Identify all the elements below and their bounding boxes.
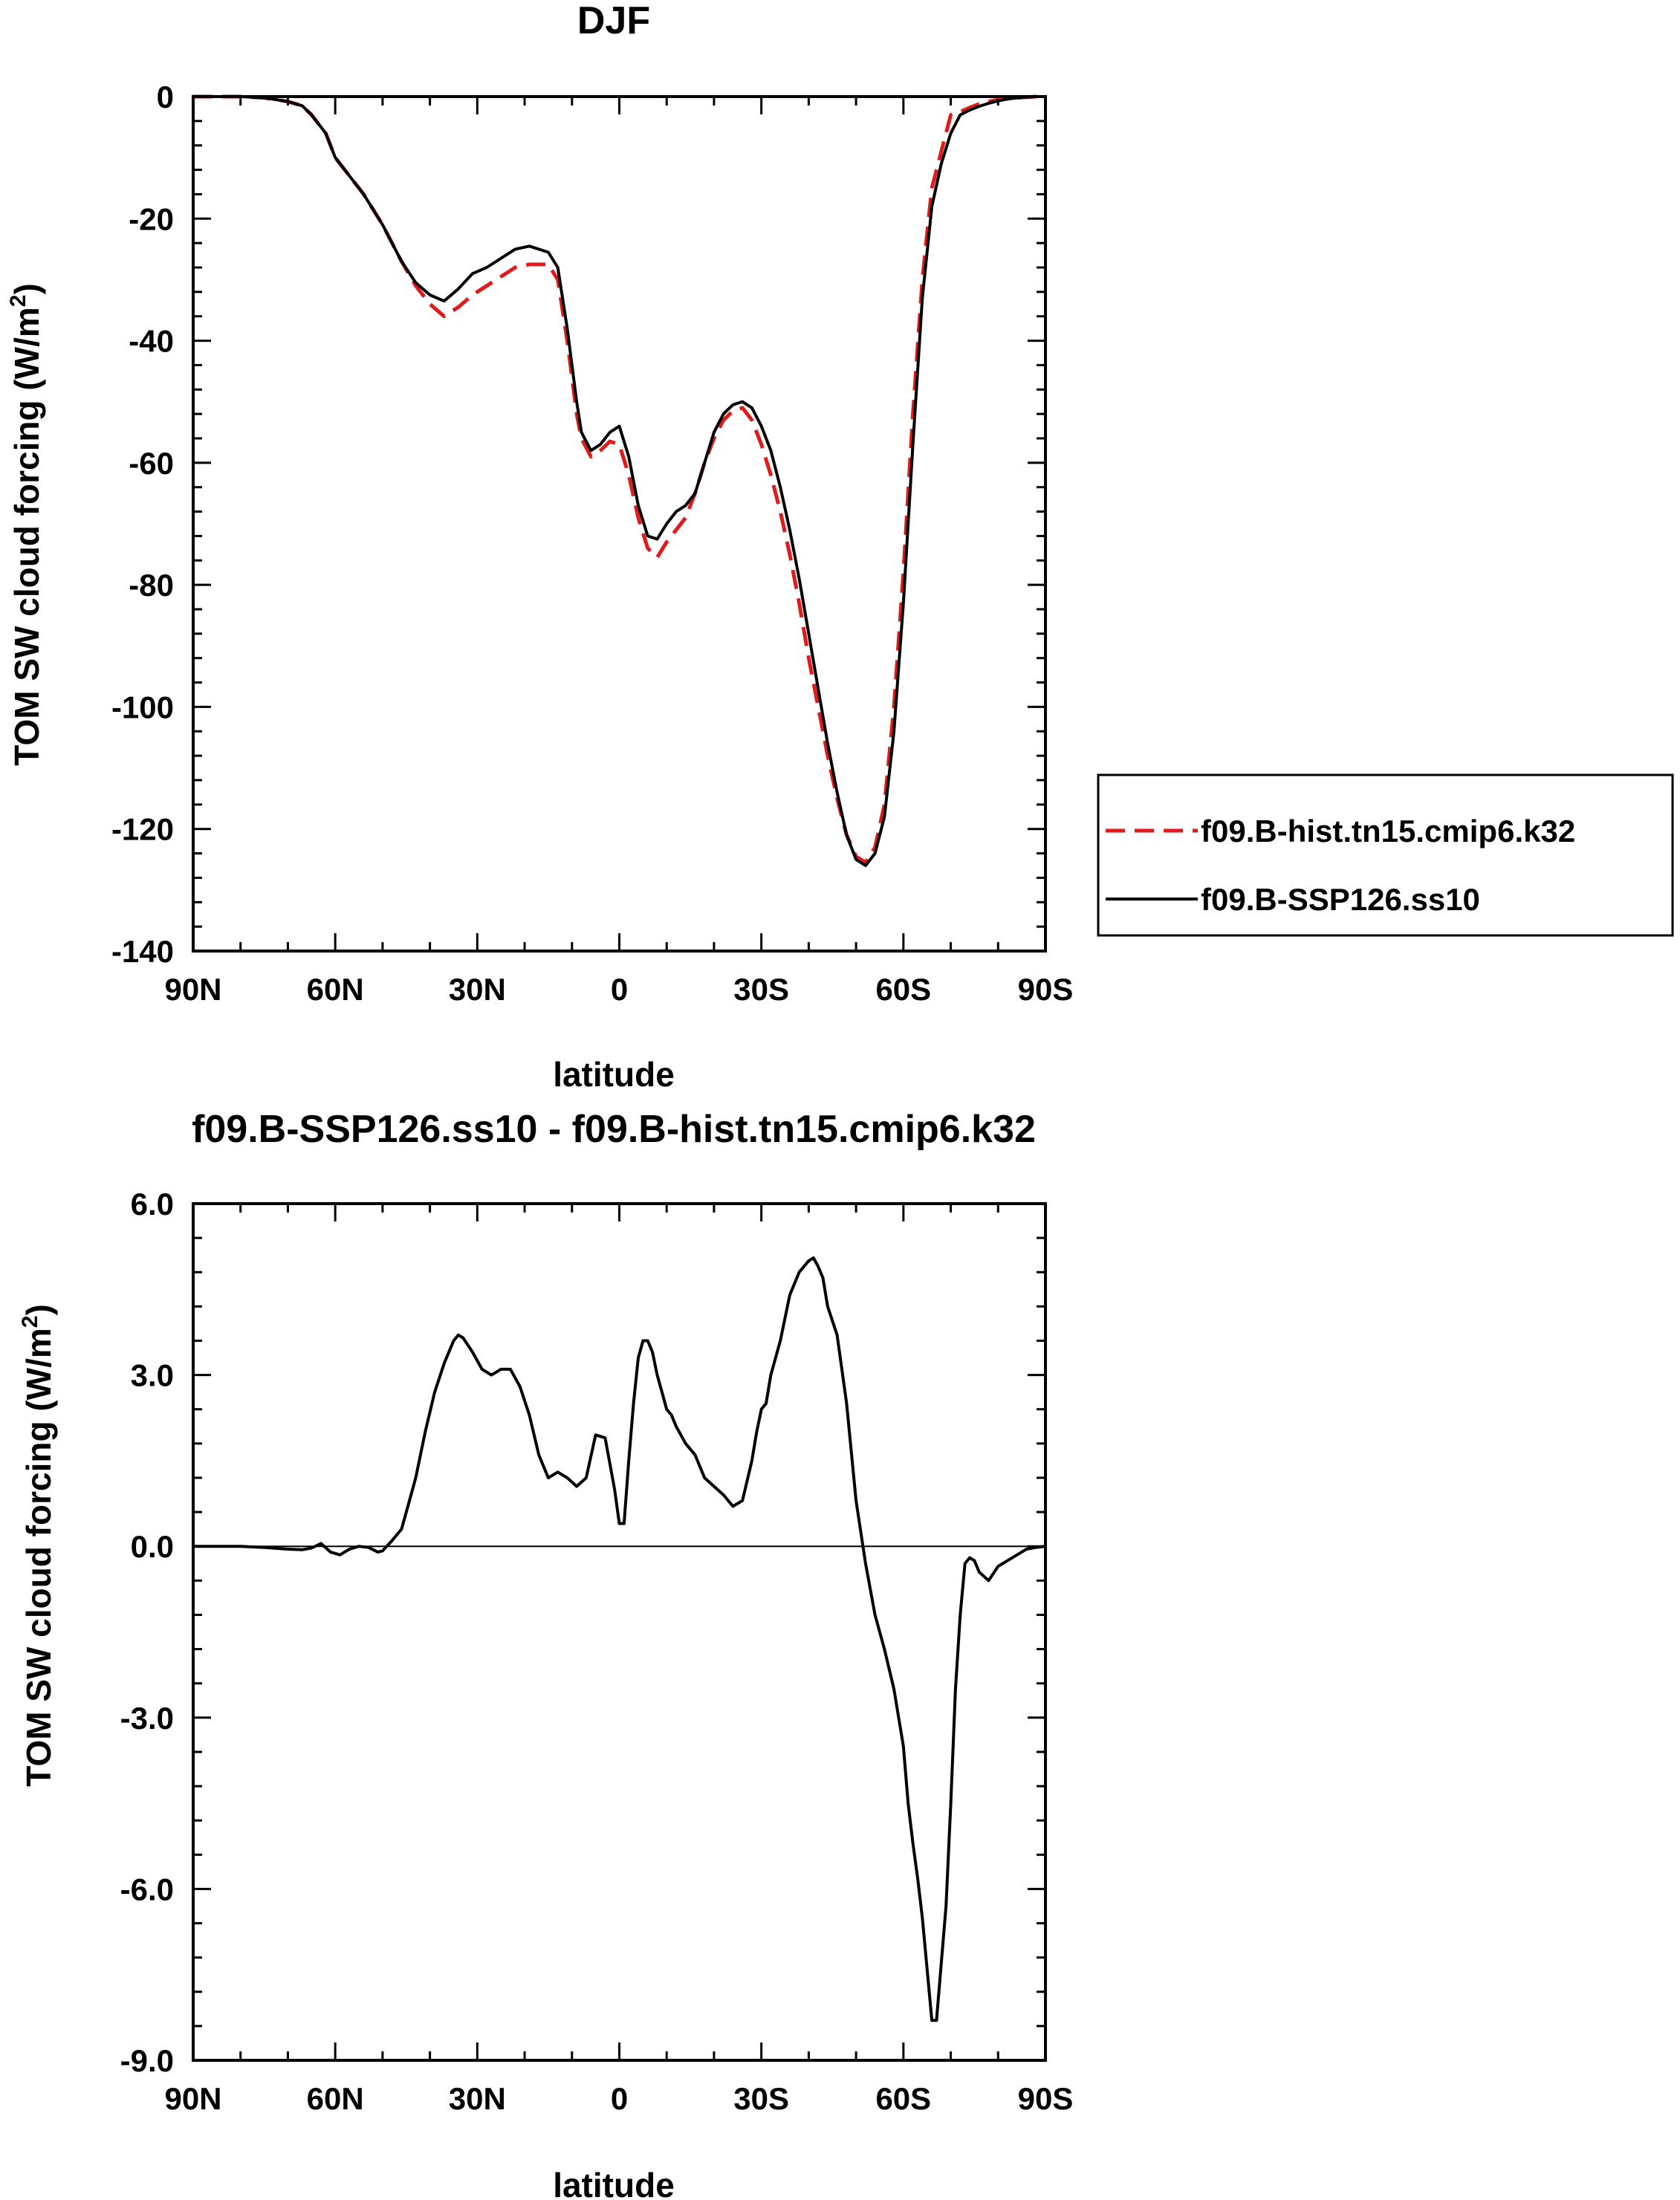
- legend-label-hist: f09.B-hist.tn15.cmip6.k32: [1201, 814, 1575, 848]
- x-tick-label: 30S: [733, 2081, 789, 2116]
- y-tick-label: 3.0: [131, 1358, 174, 1393]
- x-tick-label: 60N: [307, 972, 364, 1007]
- series-line-difference: [193, 1256, 1046, 2022]
- y-axis-label-superscript: 2: [18, 1316, 42, 1328]
- legend-label-ssp126: f09.B-SSP126.ss10: [1201, 882, 1480, 917]
- axis-ticks: 90N 60N 30N 0 30S 60S 90S 0 -20 -40 -60 -80 -100 -120…: [111, 80, 1073, 1007]
- x-tick-label: 0: [611, 972, 628, 1007]
- y-tick-label: -40: [129, 324, 174, 359]
- series-line-ssp126-solid: [193, 95, 1045, 867]
- y-axis-label: TOM SW cloud forcing (W/m2): [18, 1304, 58, 1787]
- plot-frame: [192, 1202, 1047, 2062]
- y-tick-label: -60: [129, 446, 174, 481]
- y-tick-label: -140: [111, 934, 174, 969]
- x-tick-label: 90S: [1018, 972, 1074, 1007]
- y-tick-label: -80: [129, 568, 174, 603]
- x-tick-label: 90N: [164, 2081, 221, 2116]
- y-tick-label: -20: [129, 201, 174, 236]
- y-tick-label: 6.0: [131, 1187, 174, 1221]
- chart-title: DJF: [577, 0, 650, 42]
- y-axis-label-close: ): [19, 1304, 58, 1315]
- x-axis-label: latitude: [553, 1055, 675, 1094]
- chart-title: f09.B-SSP126.ss10 - f09.B-hist.tn15.cmip…: [192, 1108, 1036, 1151]
- y-axis-label: TOM SW cloud forcing (W/m2): [6, 283, 46, 766]
- y-tick-label: -100: [111, 689, 174, 724]
- bottom-panel-difference-line-chart: f09.B-SSP126.ss10 - f09.B-hist.tn15.cmip…: [18, 1108, 1073, 2200]
- legend: f09.B-hist.tn15.cmip6.k32 f09.B-SSP126.s…: [1097, 773, 1674, 937]
- x-tick-label: 30N: [449, 972, 506, 1007]
- y-axis-label-close: ): [7, 283, 46, 294]
- y-axis-label-main: TOM SW cloud forcing (W/m: [19, 1328, 58, 1787]
- x-tick-label: 60N: [307, 2081, 364, 2116]
- x-tick-label: 90N: [164, 972, 221, 1007]
- y-axis-label-main: TOM SW cloud forcing (W/m: [7, 307, 46, 766]
- y-tick-label: -9.0: [120, 2043, 174, 2078]
- x-tick-label: 0: [611, 2081, 628, 2116]
- y-tick-label: 0.0: [131, 1529, 174, 1564]
- series-line-hist-dashed: [193, 94, 1045, 865]
- series-lines: [193, 94, 1045, 867]
- plot-frame: [192, 95, 1047, 953]
- y-tick-label: -120: [111, 812, 174, 847]
- y-tick-label: -6.0: [120, 1872, 174, 1907]
- series-lines: [193, 1256, 1046, 2022]
- x-tick-label: 60S: [875, 972, 931, 1007]
- top-panel-djf-line-chart: DJF latitude TOM SW cloud forcing (W/m2)…: [6, 0, 1674, 1094]
- x-tick-label: 90S: [1018, 2081, 1074, 2116]
- x-axis-label: latitude: [553, 2166, 675, 2200]
- x-tick-label: 60S: [875, 2081, 931, 2116]
- axis-ticks: 90N 60N 30N 0 30S 60S 90S 6.0 3.0 0.0 -3.0 -6.0 -9.0: [120, 1187, 1074, 2116]
- x-tick-label: 30N: [449, 2081, 506, 2116]
- x-tick-label: 30S: [733, 972, 789, 1007]
- y-tick-label: -3.0: [120, 1701, 174, 1736]
- legend-box: [1097, 773, 1674, 937]
- y-tick-label: 0: [157, 80, 174, 114]
- y-axis-label-superscript: 2: [6, 295, 30, 308]
